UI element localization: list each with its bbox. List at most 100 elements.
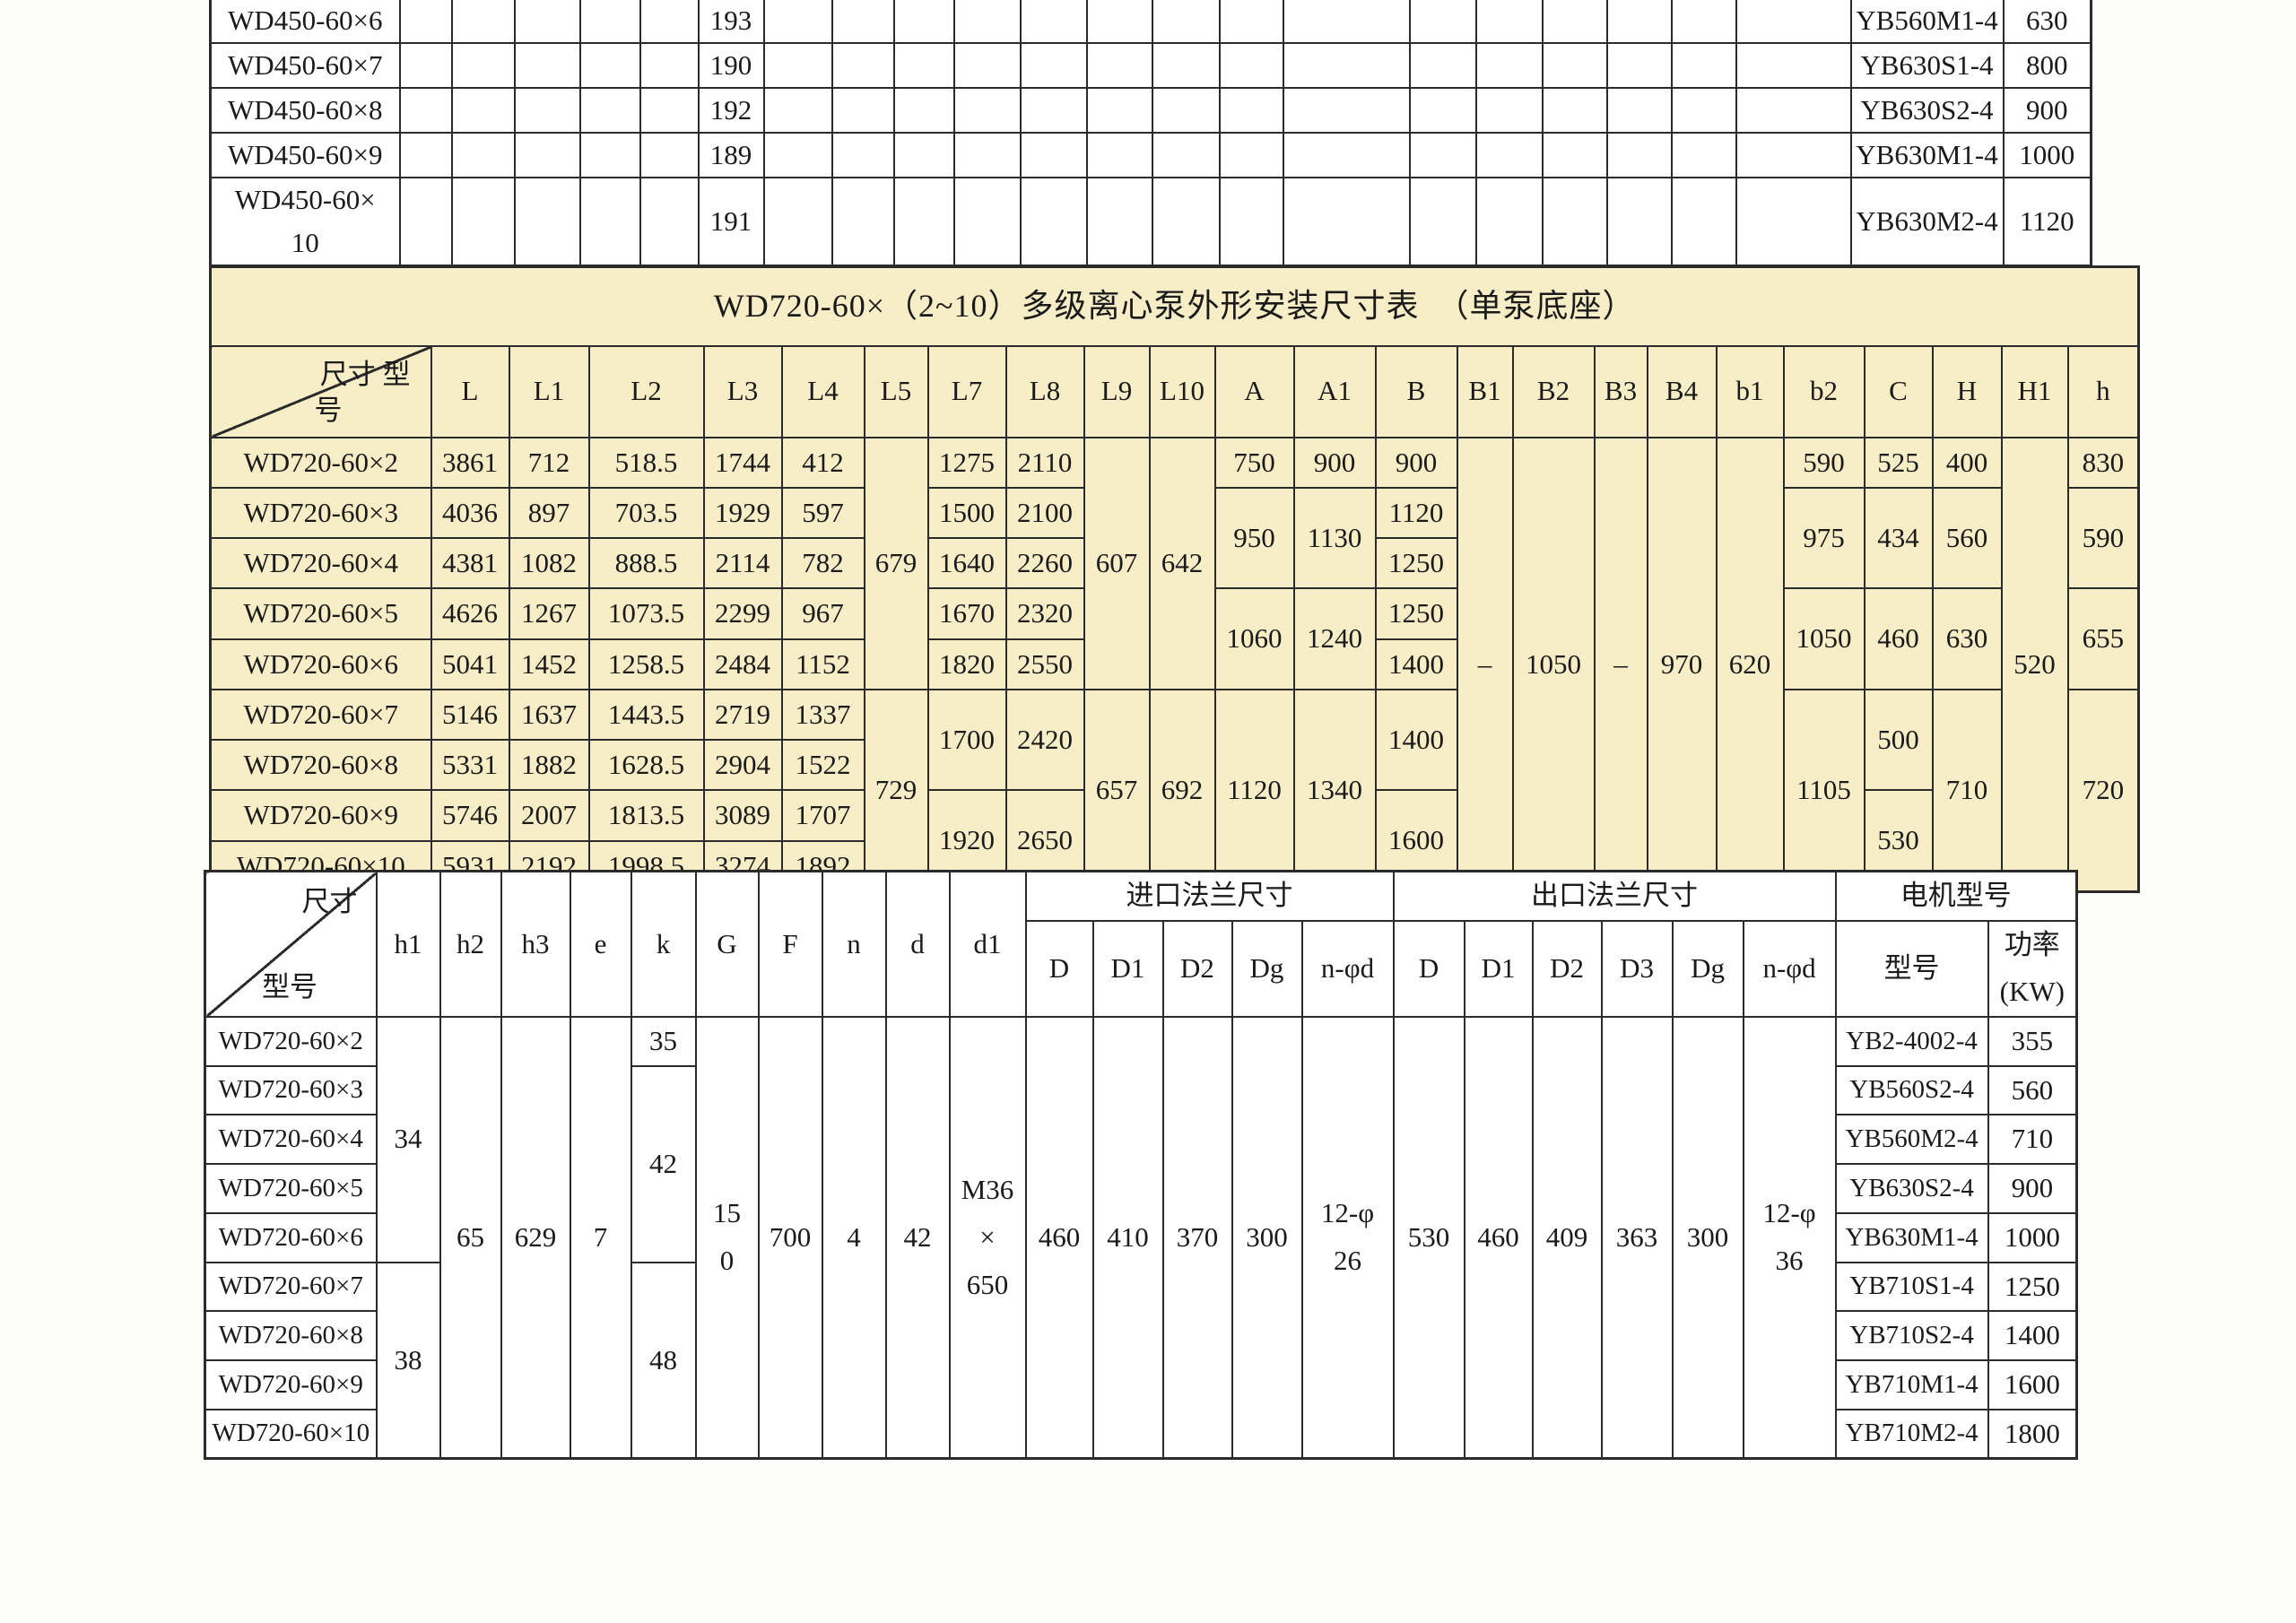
table-cell: 1637: [508, 688, 590, 742]
table-cell: 190: [697, 42, 765, 90]
table-row: 尺寸 型号 L L1 L2 L3 L4 L5 L7 L8 L9 L10 A A1 B B1 B2 B3 B4 b1 b…: [209, 344, 2140, 438]
table-cell: [1019, 132, 1088, 179]
motor-model: YB630M1-4: [1849, 132, 2005, 179]
table-cell: [762, 42, 833, 90]
wd450-table-fragment: WD450-60×6 193 YB560M1-4 630 WD450-60×7 190 YB…: [209, 0, 2092, 268]
corner-header-bottom-label: 型号: [262, 970, 317, 1002]
table-cell: 2100: [1004, 486, 1085, 540]
table-cell: 1250: [1374, 536, 1458, 590]
table-cell: 655: [2066, 587, 2140, 690]
table-cell: [892, 42, 955, 90]
table-cell: 12-φ 36: [1742, 1016, 1837, 1460]
table-cell: [398, 42, 453, 90]
column-header: A: [1213, 344, 1295, 438]
table-cell: [398, 0, 453, 45]
table-cell: [1019, 0, 1088, 45]
table-cell: 1130: [1292, 486, 1377, 590]
column-header: k: [630, 870, 697, 1019]
table-cell: [831, 132, 895, 179]
column-header: L5: [863, 344, 929, 438]
row-model: WD720-60×10: [204, 1408, 378, 1460]
motor-power: 710: [1987, 1114, 2078, 1166]
table-row: WD450-60×7 190 YB630S1-4 800: [209, 42, 2092, 90]
table-cell: [1670, 0, 1737, 45]
table-row: WD720-60×6 YB630M1-4 1000: [204, 1211, 2078, 1263]
row-model: WD720-60×9: [209, 789, 432, 842]
table-cell: [1019, 42, 1088, 90]
table-row: WD720-60×8 YB710S2-4 1400: [204, 1310, 2078, 1361]
column-header: H: [1931, 344, 2003, 438]
column-header: D1: [1091, 919, 1164, 1019]
table-cell: [639, 177, 700, 267]
table-cell: 460: [1024, 1016, 1094, 1460]
row-model: WD720-60×5: [209, 587, 432, 640]
table-cell: 729: [863, 688, 929, 893]
table-cell: [398, 87, 453, 135]
table-cell: [1019, 87, 1088, 135]
table-cell: 460: [1463, 1016, 1534, 1460]
table-cell: 2110: [1004, 436, 1085, 489]
table-cell: 460: [1863, 587, 1934, 690]
table-cell: 950: [1213, 486, 1295, 590]
table-cell: 712: [508, 436, 590, 489]
table-cell: 2320: [1004, 587, 1085, 640]
table-cell: [1408, 42, 1477, 90]
table-cell: 434: [1863, 486, 1934, 590]
table-cell: 2550: [1004, 638, 1085, 690]
group-header-outlet-flange: 出口法兰尺寸: [1392, 870, 1837, 922]
table-cell: [1218, 87, 1284, 135]
column-header: h3: [500, 870, 571, 1019]
table-row: WD720-60×7 38 48 YB710S1-4 1250: [204, 1261, 2078, 1460]
table-title: WD720-60×（2~10）多级离心泵外形安装尺寸表 （单泵底座）: [209, 265, 2140, 347]
table-cell: 1105: [1782, 688, 1866, 893]
column-header: L9: [1083, 344, 1151, 438]
table-cell: 692: [1148, 688, 1216, 893]
table-row: WD720-60×10 YB710M2-4 1800: [204, 1408, 2078, 1460]
table-cell: [892, 87, 955, 135]
table-cell: 409: [1531, 1016, 1603, 1460]
motor-model: YB630S1-4: [1849, 42, 2005, 90]
table-cell: [831, 0, 895, 45]
table-cell: [1474, 177, 1544, 267]
column-header: B4: [1646, 344, 1718, 438]
column-header: 型号: [1834, 919, 1989, 1019]
table-cell: [450, 132, 516, 179]
table-cell: [952, 42, 1022, 90]
table-cell: 1267: [508, 587, 590, 640]
table-cell: 410: [1091, 1016, 1164, 1460]
table-row: WD720-60×4 YB560M2-4 710: [204, 1114, 2078, 1166]
table-row: WD720-60×7 5146 1637 1443.5 2719 1337 729 1700 2…: [209, 688, 2140, 893]
table-cell: 703.5: [587, 486, 705, 540]
table-cell: 1258.5: [587, 638, 705, 690]
table-cell: [513, 87, 581, 135]
table-cell: 15 0: [694, 1016, 760, 1460]
table-cell: 1250: [1374, 587, 1458, 640]
table-cell: [1541, 177, 1608, 267]
table-cell: 560: [1931, 486, 2003, 590]
table-cell: [1605, 177, 1673, 267]
table-cell: [1670, 87, 1737, 135]
table-cell: 1060: [1213, 587, 1295, 690]
table-cell: [1282, 0, 1411, 45]
motor-model: YB630S2-4: [1834, 1163, 1989, 1214]
table-cell: [952, 0, 1022, 45]
table-cell: 888.5: [587, 536, 705, 590]
table-cell: [1085, 177, 1153, 267]
table-cell: 191: [697, 177, 765, 267]
column-header: b2: [1782, 344, 1866, 438]
table-cell: 192: [697, 87, 765, 135]
table-cell: [578, 132, 641, 179]
table-cell: 897: [508, 486, 590, 540]
column-header: D3: [1600, 919, 1674, 1019]
table-cell: [1541, 42, 1608, 90]
table-row: WD720-60×3 42 YB560S2-4 560: [204, 1064, 2078, 1263]
column-header: L3: [702, 344, 783, 438]
row-model: WD450-60×9: [209, 132, 401, 179]
table-cell: 975: [1782, 486, 1866, 590]
table-cell: 2299: [702, 587, 783, 640]
table-cell: [398, 177, 453, 267]
table-cell: [1735, 42, 1852, 90]
column-header: B1: [1456, 344, 1514, 438]
table-cell: 607: [1083, 436, 1151, 690]
table-cell: 189: [697, 132, 765, 179]
